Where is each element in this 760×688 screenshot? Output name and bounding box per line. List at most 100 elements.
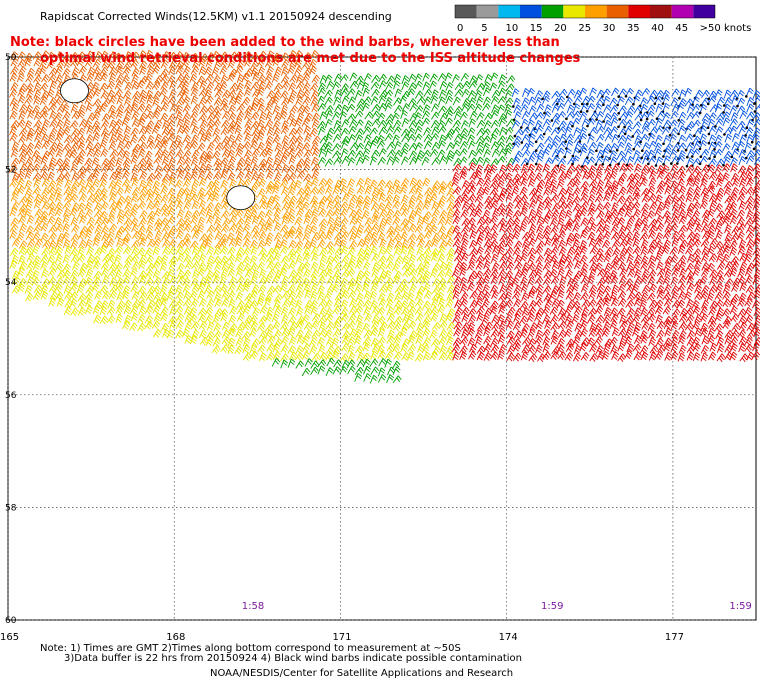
wind-barb [536, 179, 546, 189]
wind-barb [280, 186, 290, 196]
wind-barb [617, 261, 627, 271]
wind-barb [497, 217, 507, 227]
wind-barb [31, 245, 40, 255]
wind-barb [272, 261, 282, 271]
wind-barb [71, 224, 80, 233]
wind-barb [504, 103, 512, 113]
wind-barb [617, 283, 626, 293]
wind-barb [481, 225, 491, 235]
wind-barb [235, 283, 245, 293]
wind-barb [596, 350, 605, 360]
wind-barb [708, 134, 717, 144]
wind-barb [446, 209, 455, 219]
wind-barb [295, 320, 305, 330]
wind-barb [243, 263, 252, 272]
wind-barb [198, 57, 207, 67]
wind-barb [301, 351, 310, 360]
wind-barb [361, 210, 370, 219]
wind-barb [244, 269, 254, 278]
wind-barb [318, 315, 327, 325]
wind-barb [558, 164, 566, 174]
wind-barb [154, 255, 163, 265]
wind-barb [146, 210, 156, 220]
wind-barb [204, 188, 214, 197]
wind-barb [340, 299, 349, 309]
wind-barb [618, 186, 627, 196]
wind-barb [355, 314, 364, 324]
wind-barb [56, 269, 66, 279]
wind-barb [384, 216, 393, 226]
wind-barb [303, 125, 312, 135]
wind-barb [684, 322, 694, 332]
wind-barb [534, 90, 544, 99]
wind-barb [572, 232, 581, 242]
wind-barb [416, 238, 426, 248]
wind-barb [281, 164, 290, 173]
wind-barb [416, 253, 426, 263]
wind-barb [401, 239, 409, 249]
wind-barb [692, 119, 701, 128]
wind-barb [235, 337, 244, 347]
wind-barb [446, 322, 456, 331]
wind-barb [446, 308, 456, 317]
wind-barb [41, 187, 50, 196]
wind-barb [294, 231, 304, 240]
wind-barb [183, 254, 192, 264]
wind-barb [603, 253, 612, 263]
wind-barb [536, 216, 545, 225]
wind-barb [738, 125, 747, 135]
wind-barb [221, 148, 231, 158]
wind-barb [302, 60, 311, 70]
wind-barb [93, 164, 102, 173]
wind-barb [24, 148, 34, 158]
wind-barb [602, 285, 612, 295]
wind-barb [167, 207, 176, 217]
wind-barb [414, 291, 424, 301]
wind-barb [724, 278, 734, 287]
wind-barb [266, 306, 274, 316]
wind-barb [370, 223, 380, 233]
wind-barb [579, 342, 588, 352]
wind-barb [332, 328, 342, 338]
wind-barb [331, 350, 340, 360]
wind-barb [535, 290, 544, 300]
wind-barb [656, 320, 666, 330]
wind-barb [220, 74, 228, 84]
wind-barb [624, 96, 634, 106]
wind-barb [333, 262, 343, 271]
wind-barb [33, 90, 42, 99]
wind-barb [489, 269, 499, 279]
wind-barb [466, 261, 476, 271]
wind-barb [498, 74, 507, 84]
wind-barb [250, 246, 258, 256]
wind-barb [723, 316, 732, 325]
wind-barb [249, 140, 258, 150]
wind-barb [415, 185, 423, 195]
wind-barb [738, 239, 747, 249]
wind-barb [431, 346, 441, 355]
wind-barb [109, 133, 117, 143]
wind-barb [662, 292, 672, 302]
wind-barb [354, 305, 364, 315]
wind-barb [416, 246, 424, 256]
wind-barb [527, 178, 536, 188]
wind-barb [348, 125, 357, 135]
wind-barb [459, 345, 468, 355]
wind-barb [736, 89, 745, 99]
wind-barb [573, 344, 582, 354]
wind-barb [452, 171, 460, 181]
wind-barb [214, 231, 223, 241]
wind-barb [461, 103, 470, 112]
wind-barb [47, 180, 57, 189]
wind-barb [616, 207, 625, 217]
wind-barb [744, 314, 754, 324]
wind-barb [55, 253, 63, 263]
contamination-dot [617, 95, 620, 98]
wind-barb [609, 209, 619, 219]
wind-barb [753, 327, 760, 337]
wind-barb [625, 163, 634, 172]
wind-barb [244, 315, 253, 324]
wind-barb [476, 186, 485, 196]
wind-barb [579, 207, 588, 217]
wind-barb [626, 343, 635, 353]
